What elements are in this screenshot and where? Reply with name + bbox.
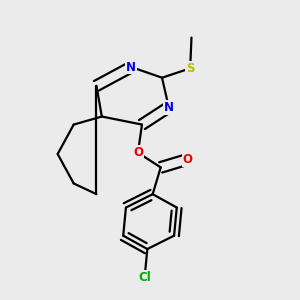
Text: O: O xyxy=(182,153,193,166)
Text: N: N xyxy=(126,61,136,74)
Text: N: N xyxy=(164,101,174,114)
Text: Cl: Cl xyxy=(138,271,151,284)
Text: O: O xyxy=(133,146,143,159)
Text: S: S xyxy=(186,62,194,75)
